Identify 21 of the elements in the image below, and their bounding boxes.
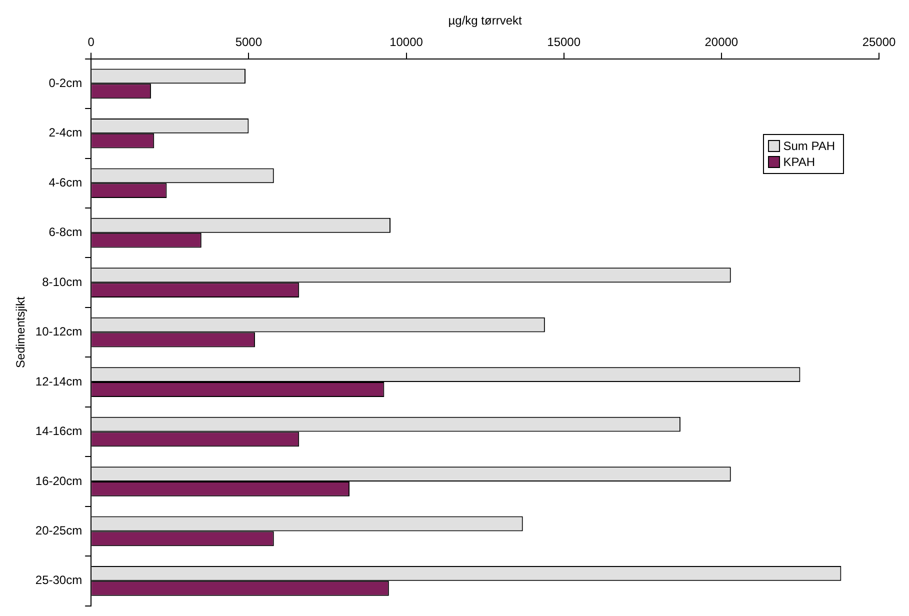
x-tick-label: 0 [88, 34, 95, 49]
y-tick-label: 0-2cm [48, 76, 82, 90]
x-tick-label: 15000 [547, 34, 581, 49]
y-tick-label: 12-14cm [35, 374, 82, 388]
y-tick-label: 6-8cm [48, 225, 82, 240]
y-tick-label: 16-20cm [35, 474, 82, 488]
x-tick-label: 20000 [704, 34, 738, 49]
y-tick-label: 10-12cm [35, 324, 82, 339]
y-tick-label: 4-6cm [48, 175, 82, 190]
y-axis-title: Sedimentsjikt [14, 296, 28, 368]
x-tick-label: 5000 [235, 34, 262, 49]
y-tick-label: 20-25cm [35, 524, 82, 538]
x-tick-label: 10000 [390, 34, 424, 49]
y-tick-label: 25-30cm [35, 573, 82, 588]
y-tick-label: 14-16cm [35, 424, 82, 438]
x-axis-title: µg/kg tørrvekt [448, 14, 523, 28]
y-tick-label: 8-10cm [42, 274, 82, 289]
legend-label: KPAH [783, 154, 815, 170]
legend-label: Sum PAH [783, 138, 835, 154]
x-tick-label: 25000 [862, 34, 896, 49]
y-tick-label: 2-4cm [48, 126, 82, 140]
